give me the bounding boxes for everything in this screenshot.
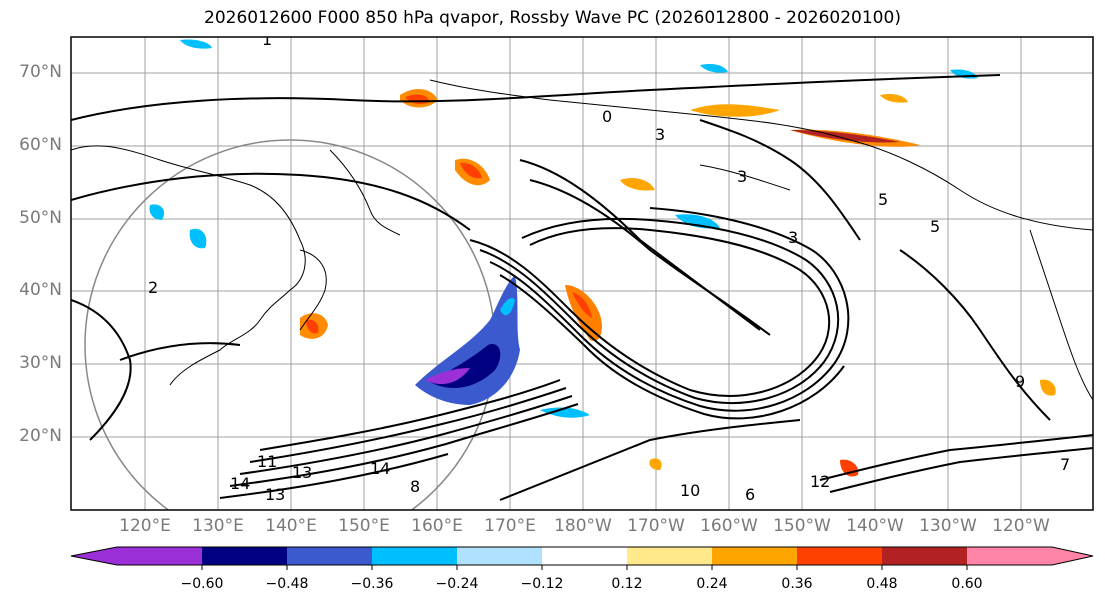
colorbar-tick-label: −0.48 (265, 576, 309, 592)
contour-label: 13 (292, 463, 312, 482)
colorbar-segment (117, 547, 202, 565)
contour-label: 6 (745, 485, 755, 504)
lon-label: 150°W (773, 516, 831, 536)
contour-label: 9 (1015, 372, 1025, 391)
lon-label: 170°W (627, 516, 685, 536)
colorbar-segment (372, 547, 457, 565)
contour-label: 14 (370, 459, 390, 478)
lon-label: 130°E (192, 516, 244, 536)
contour-label: 14 (230, 474, 250, 493)
contour-labels: 1 0 3 3 3 5 5 11 13 14 13 14 10 12 2 9 8… (148, 30, 1070, 504)
colorbar-tick-label: 0.12 (611, 576, 643, 592)
contour-label: 8 (410, 477, 420, 496)
lon-label: 130°W (919, 516, 977, 536)
colorbar-segment (967, 547, 1052, 565)
contour-label: 1 (262, 30, 272, 49)
colorbar-extend-left (71, 547, 117, 565)
contour-label: 5 (930, 217, 940, 236)
contour-label: 3 (788, 228, 798, 247)
colorbar-tick-label: 0.36 (781, 576, 813, 592)
colorbar-tick-label: −0.24 (435, 576, 479, 592)
lat-label: 60°N (19, 135, 62, 155)
contour-label: 2 (148, 278, 158, 297)
contour-label: 0 (602, 107, 612, 126)
lon-label: 120°E (119, 516, 171, 536)
colorbar-segment (542, 547, 627, 565)
contour-label: 12 (810, 472, 830, 491)
lon-label: 140°W (846, 516, 904, 536)
figure-title: 2026012600 F000 850 hPa qvapor, Rossby W… (204, 8, 901, 28)
lat-label: 70°N (19, 62, 62, 82)
lat-label: 20°N (19, 426, 62, 446)
colorbar-tick-label: −0.12 (520, 576, 564, 592)
lat-label: 50°N (19, 208, 62, 228)
colorbar-segment (202, 547, 287, 565)
lon-label: 180°W (554, 516, 612, 536)
colorbar-tick-label: −0.36 (350, 576, 394, 592)
colorbar-tick-label: 0.24 (696, 576, 728, 592)
lat-label: 40°N (19, 280, 62, 300)
lon-label: 150°E (338, 516, 390, 536)
colorbar-extend-right (1052, 547, 1093, 565)
contour-label: 10 (680, 481, 700, 500)
colorbar-tick-label: 0.48 (866, 576, 898, 592)
contour-label: 5 (878, 190, 888, 209)
coastlines (71, 79, 1093, 401)
map-area (71, 37, 1093, 510)
colorbar-segment (457, 547, 542, 565)
map-frame (70, 36, 1094, 511)
contour-label: 7 (1060, 455, 1070, 474)
graticule (71, 37, 1093, 510)
lon-label: 160°W (700, 516, 758, 536)
lon-label: 120°W (992, 516, 1050, 536)
colorbar-tick-label: 0.60 (951, 576, 983, 592)
colorbar-segment (797, 547, 882, 565)
contour-label: 13 (265, 485, 285, 504)
lon-label: 160°E (411, 516, 463, 536)
colorbar-segment (882, 547, 967, 565)
contour-label: 3 (655, 125, 665, 144)
streamfunction-contours (71, 74, 1093, 501)
qvapor-anomaly-shading (149, 39, 1056, 477)
colorbar-segment (287, 547, 372, 565)
colorbar-outline (70, 546, 1094, 566)
colorbar (70, 546, 1094, 570)
colorbar-segment (627, 547, 712, 565)
colorbar-segment (712, 547, 797, 565)
contour-label: 11 (257, 452, 277, 471)
colorbar-tick-label: −0.60 (180, 576, 224, 592)
lon-label: 140°E (265, 516, 317, 536)
contour-label: 3 (737, 167, 747, 186)
lon-label: 170°E (484, 516, 536, 536)
lat-label: 30°N (19, 353, 62, 373)
